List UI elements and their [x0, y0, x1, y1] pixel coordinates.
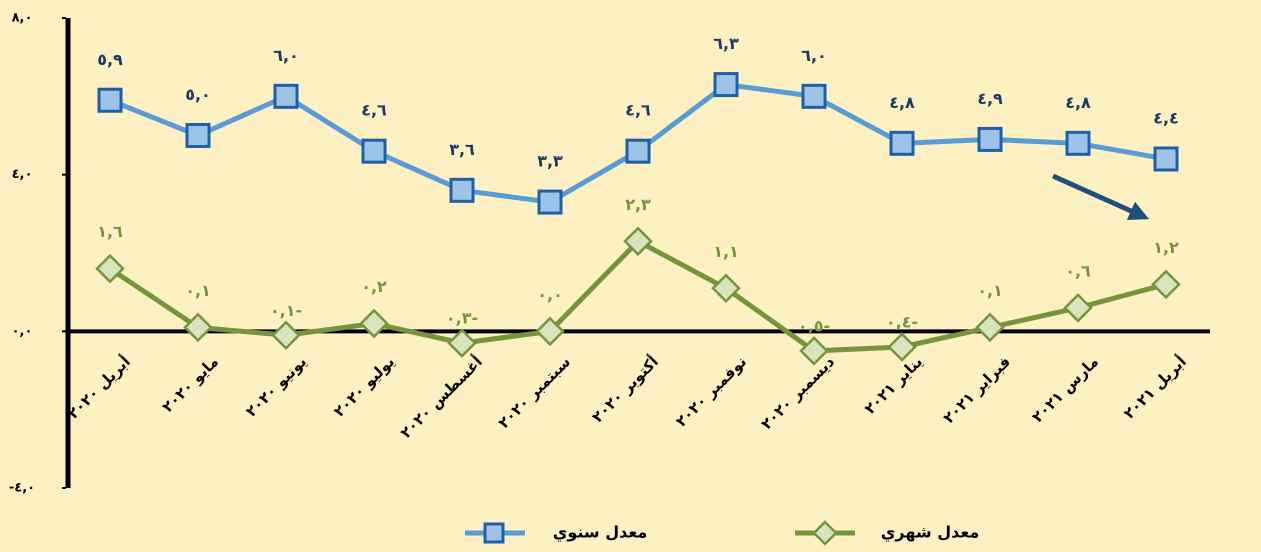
data-label: ٤,٨: [1065, 93, 1091, 112]
y-tick-label: ٤,٠: [12, 167, 33, 182]
legend-label: معدل شهري: [881, 523, 980, 543]
y-tick-label: ٨,٠: [12, 11, 33, 26]
marker: [711, 273, 741, 304]
data-label: ١,٢: [1153, 238, 1179, 257]
marker: [889, 130, 915, 156]
marker: [97, 87, 123, 113]
data-label: ٦,٣: [713, 34, 739, 53]
marker: [801, 83, 827, 109]
data-label: ٠,٣-: [446, 309, 478, 328]
data-label: ٠,٦: [1065, 261, 1091, 280]
data-label: ٠,٠: [537, 285, 563, 304]
marker: [361, 138, 387, 164]
data-label: ٣,٦: [449, 140, 475, 159]
legend-marker: [812, 520, 838, 546]
data-label: ٤,٩: [977, 89, 1003, 108]
data-label: ٦,٠: [801, 46, 827, 65]
series: ١,٦ ٠,١ ٠,١- ٠,٢ ٠,٣- ٠,٠ ٢,٣ ١,١ ٠,٥- ٠,٤- ٠,١ ٠,٦…: [95, 195, 1181, 366]
marker: [1151, 269, 1181, 300]
data-label: ٠,١-: [270, 301, 302, 320]
x-tick-label: مارس ٢٠٢١: [1028, 353, 1102, 427]
data-label: ٠,٢: [361, 277, 387, 296]
data-label: ٤,٦: [361, 101, 387, 120]
data-label: ٠,٤-: [886, 313, 918, 332]
data-label: ١,١: [713, 242, 739, 261]
marker: [447, 328, 477, 358]
data-label: ٤,٨: [889, 93, 915, 112]
marker: [977, 126, 1003, 152]
data-label: ٤,٦: [625, 101, 651, 120]
x-tick-label: أبريل ٢٠٢٠: [63, 352, 134, 423]
data-label: ٥,٩: [97, 50, 123, 69]
data-label: ٢,٣: [625, 195, 651, 214]
marker: [449, 177, 475, 203]
x-tick-label: ديسمبر ٢٠٢٠: [757, 352, 838, 433]
marker: [183, 312, 213, 343]
data-label: ٣,٣: [537, 152, 563, 171]
x-tick-label: يوليو ٢٠٢٠: [330, 353, 398, 421]
legend-label: معدل سنوي: [553, 523, 648, 543]
marker: [625, 138, 651, 164]
x-tick-label: سبتمبر ٢٠٢٠: [495, 353, 574, 432]
data-label: ١,٦: [97, 222, 123, 241]
x-tick-label: أبريل ٢٠٢١: [1119, 352, 1190, 423]
marker: [1063, 293, 1093, 323]
legend-item: معدل شهري: [795, 520, 980, 546]
x-tick-label: يونيو ٢٠٢٠: [242, 353, 310, 421]
y-tick-label: ٠,٠: [12, 324, 33, 339]
marker: [623, 226, 653, 257]
trend-arrow: [1051, 173, 1150, 221]
data-label: ٠,١: [185, 281, 211, 300]
marker: [975, 312, 1005, 343]
x-tick-label: أكتوبر ٢٠٢٠: [588, 352, 662, 426]
series-line: [108, 238, 1167, 354]
series: ٥,٩ ٥,٠ ٦,٠ ٤,٦ ٣,٦ ٣,٣ ٤,٦ ٦,٣ ٦,٠ ٤,٨ ٤,٩ ٤,٨ ٤,٤: [97, 34, 1179, 215]
marker: [185, 123, 211, 148]
legend-item: معدل سنوي: [465, 522, 648, 544]
marker: [1153, 146, 1179, 172]
data-label: ٦,٠: [273, 46, 299, 65]
marker: [359, 308, 389, 339]
marker: [273, 83, 299, 109]
marker: [713, 72, 739, 98]
data-label: ٠,٥-: [798, 316, 830, 335]
marker: [1065, 130, 1091, 156]
x-tick-label: مايو ٢٠٢٠: [159, 353, 223, 417]
legend-marker: [483, 522, 505, 544]
x-tick-label: أغسطس ٢٠٢٠: [396, 352, 486, 442]
data-label: ٥,٠: [185, 85, 211, 104]
data-label: ٠,١: [977, 281, 1003, 300]
marker: [535, 316, 565, 347]
x-tick-label: نوفمبر ٢٠٢٠: [672, 353, 750, 431]
marker: [537, 189, 563, 215]
x-tick-label: فبراير ٢٠٢١: [940, 353, 1014, 427]
marker: [95, 253, 125, 284]
marker: [887, 332, 917, 362]
x-tick-label: يناير ٢٠٢١: [861, 353, 926, 418]
marker: [271, 320, 301, 351]
marker: [799, 336, 829, 366]
data-label: ٤,٤: [1153, 109, 1179, 128]
y-tick-label: -٤,٠: [9, 481, 35, 496]
